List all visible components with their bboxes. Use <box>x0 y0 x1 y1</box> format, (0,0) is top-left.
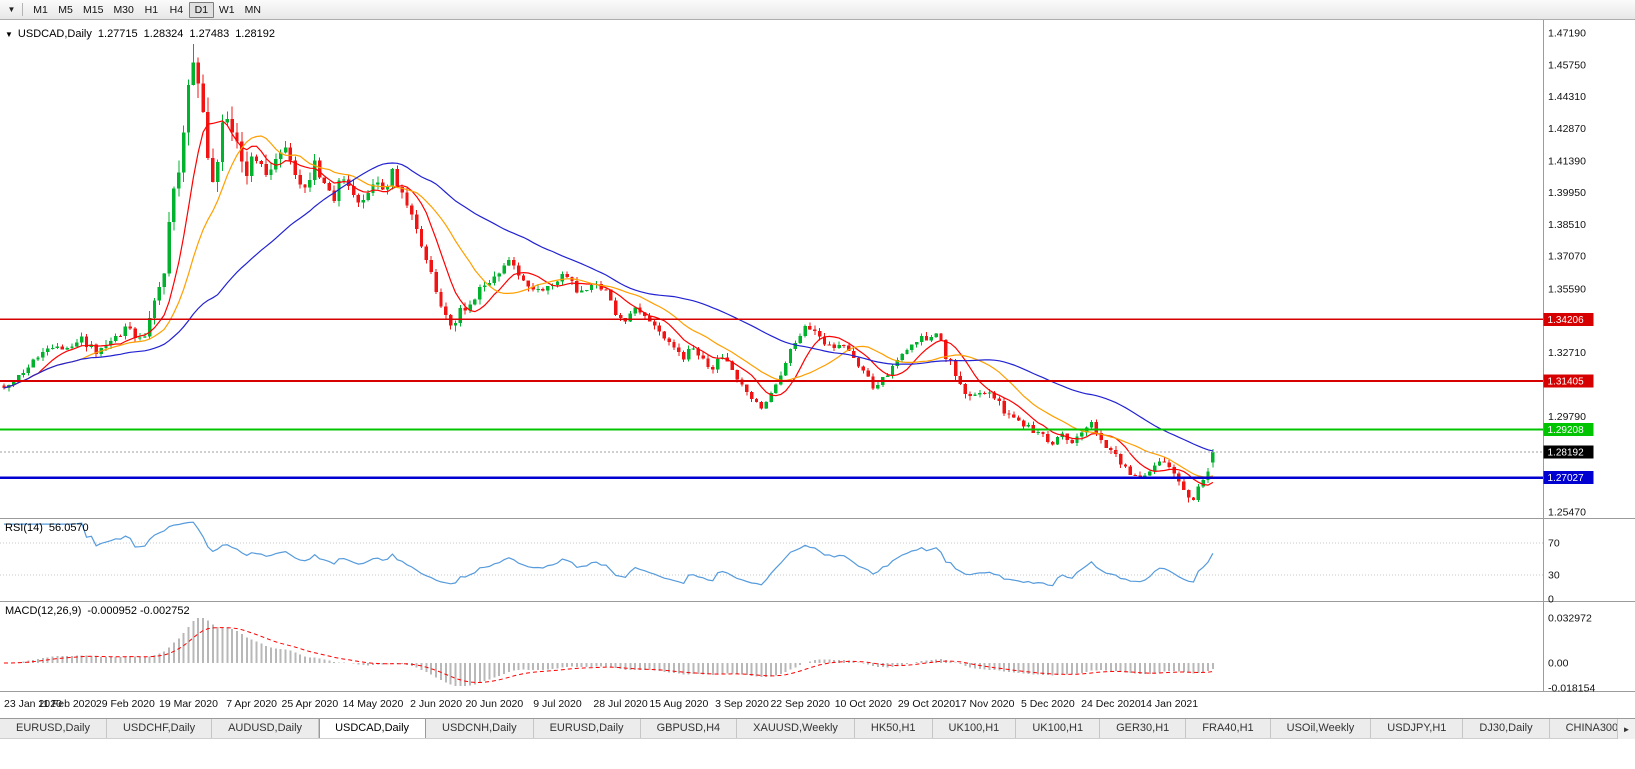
rsi-tick: 30 <box>1548 570 1560 582</box>
price-badge <box>1543 312 1594 326</box>
tab-scroll-right-icon[interactable]: ► <box>1617 719 1635 739</box>
price-badge <box>1543 423 1594 437</box>
date-tick: 10 Oct 2020 <box>835 698 892 710</box>
period-button-h1[interactable]: H1 <box>144 3 159 16</box>
macd-tick: 0.00 <box>1548 658 1569 670</box>
price-badge <box>1543 445 1594 459</box>
price-tick: 1.35590 <box>1548 283 1586 295</box>
price-badge-label: 1.28192 <box>1548 447 1585 458</box>
chart-tab-uk100-h1[interactable]: UK100,H1 <box>1016 719 1101 738</box>
chart-tab-gbpusd-h4[interactable]: GBPUSD,H4 <box>640 719 738 738</box>
price-tick: 1.39950 <box>1548 187 1586 199</box>
date-tick: 14 Jan 2021 <box>1140 698 1198 710</box>
chart-tab-china300-h1[interactable]: CHINA300,H1 <box>1549 719 1617 738</box>
chart-tab-ger30-h1[interactable]: GER30,H1 <box>1100 719 1187 738</box>
chart-tab-hk50-h1[interactable]: HK50,H1 <box>854 719 933 738</box>
date-tick: 25 Apr 2020 <box>282 698 339 710</box>
chart-tab-usdcad-daily[interactable]: USDCAD,Daily <box>319 719 427 738</box>
date-tick: 24 Dec 2020 <box>1081 698 1141 710</box>
price-badge-label: 1.31405 <box>1548 377 1585 388</box>
date-tick: 20 Jun 2020 <box>465 698 523 710</box>
date-tick: 29 Oct 2020 <box>898 698 955 710</box>
chart-tab-audusd-daily[interactable]: AUDUSD,Daily <box>212 719 320 738</box>
period-buttons-group: M1 M5 M15 M30 H1 H4 D1 W1 MN <box>28 1 266 18</box>
macd-signal-line <box>4 627 1213 684</box>
chart-tab-uk100-h1[interactable]: UK100,H1 <box>932 719 1017 738</box>
timeframe-toolbar: ▼ M1 M5 M15 M30 H1 H4 D1 W1 MN <box>0 0 1635 20</box>
period-button-m15[interactable]: M15 <box>83 3 104 16</box>
period-button-w1[interactable]: W1 <box>218 3 235 16</box>
price-tick: 1.32710 <box>1548 347 1586 359</box>
period-button-m30[interactable]: M30 <box>113 3 134 16</box>
price-tick: 1.38510 <box>1548 219 1586 231</box>
date-tick: 5 Dec 2020 <box>1021 698 1075 710</box>
chart-tab-eurusd-daily[interactable]: EURUSD,Daily <box>533 719 641 738</box>
moving-average-line-2 <box>3 162 1214 452</box>
chart-tab-usdcnh-daily[interactable]: USDCNH,Daily <box>426 719 534 738</box>
date-tick: 28 Jul 2020 <box>593 698 647 710</box>
price-tick: 1.42870 <box>1548 123 1586 135</box>
period-button-m1[interactable]: M1 <box>33 3 48 16</box>
chart-area: 1.47190 1.45750 1.44310 1.42870 1.41390 1.399… <box>0 20 1635 712</box>
chart-menu-icon[interactable]: ▼ <box>7 5 16 14</box>
period-button-m5[interactable]: M5 <box>58 3 73 16</box>
rsi-tick: 0 <box>1548 594 1554 606</box>
price-badge-label: 1.29208 <box>1548 425 1585 436</box>
period-button-h4[interactable]: H4 <box>169 3 184 16</box>
price-badge <box>1543 471 1594 485</box>
price-badge-label: 1.34206 <box>1548 315 1585 326</box>
price-tick: 1.29790 <box>1548 411 1586 423</box>
chart-tab-usdchf-daily[interactable]: USDCHF,Daily <box>106 719 213 738</box>
chart-tab-fra40-h1[interactable]: FRA40,H1 <box>1186 719 1271 738</box>
moving-average-line-1 <box>3 135 1214 478</box>
date-tick: 29 Feb 2020 <box>96 698 155 710</box>
price-tick: 1.41390 <box>1548 155 1586 167</box>
macd-histogram <box>7 618 1214 687</box>
price-badge <box>1543 374 1594 388</box>
chart-tab-bar: EURUSD,Daily USDCHF,Daily AUDUSD,Daily USDC… <box>0 718 1635 739</box>
date-tick: 7 Apr 2020 <box>226 698 277 710</box>
date-tick: 9 Jul 2020 <box>533 698 582 710</box>
price-tick: 1.37070 <box>1548 251 1586 263</box>
chart-tab-dj30-daily[interactable]: DJ30,Daily <box>1463 719 1550 738</box>
chart-tabs: EURUSD,Daily USDCHF,Daily AUDUSD,Daily USDC… <box>0 719 1617 738</box>
price-tick: 1.25470 <box>1548 507 1586 519</box>
candles-group <box>2 44 1215 503</box>
date-tick: 11 Feb 2020 <box>38 698 96 710</box>
chart-tab-usoil-weekly[interactable]: USOil,Weekly <box>1270 719 1372 738</box>
period-button-mn[interactable]: MN <box>244 3 261 16</box>
chart-tab-eurusd-daily[interactable]: EURUSD,Daily <box>0 719 107 738</box>
price-badge-label: 1.27027 <box>1548 473 1585 484</box>
period-button-d1[interactable]: D1 <box>188 1 214 18</box>
rsi-line <box>4 521 1214 587</box>
macd-tick: 0.032972 <box>1548 613 1592 625</box>
date-tick: 15 Aug 2020 <box>649 698 708 710</box>
moving-average-line-0 <box>3 120 1214 486</box>
price-tick: 1.47190 <box>1548 28 1586 40</box>
macd-tick: -0.018154 <box>1548 682 1595 694</box>
date-tick: 3 Sep 2020 <box>715 698 769 710</box>
date-tick: 17 Nov 2020 <box>955 698 1015 710</box>
date-tick: 14 May 2020 <box>343 698 404 710</box>
date-tick: 22 Sep 2020 <box>770 698 830 710</box>
rsi-tick: 70 <box>1548 538 1560 550</box>
price-tick: 1.44310 <box>1548 91 1586 103</box>
toolbar-separator <box>22 3 23 16</box>
date-tick: 2 Jun 2020 <box>410 698 462 710</box>
chart-tab-usdjpy-h1[interactable]: USDJPY,H1 <box>1371 719 1464 738</box>
price-tick: 1.45750 <box>1548 59 1586 71</box>
date-tick: 23 Jan 2020 <box>4 698 62 710</box>
price-chart-canvas[interactable]: 1.47190 1.45750 1.44310 1.42870 1.41390 1.399… <box>0 20 1635 712</box>
date-tick: 19 Mar 2020 <box>159 698 218 710</box>
chart-tab-xauusd-weekly[interactable]: XAUUSD,Weekly <box>737 719 855 738</box>
